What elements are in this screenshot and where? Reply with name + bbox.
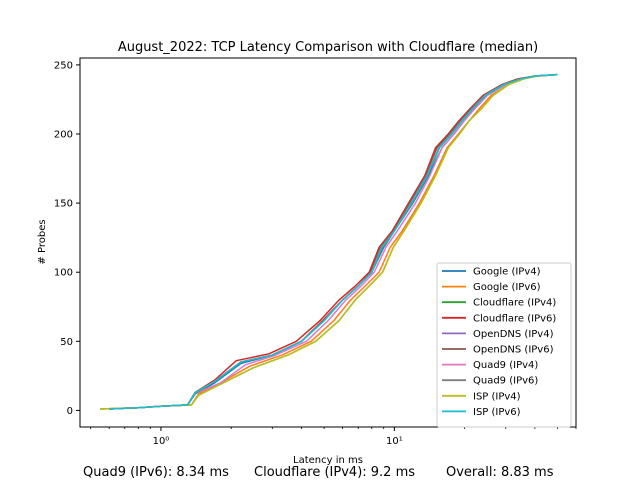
footer-quad9-ipv6: Quad9 (IPv6): 8.34 ms <box>83 465 229 480</box>
y-tick-label: 0 <box>67 406 73 417</box>
y-tick-label: 250 <box>54 60 73 71</box>
footer-cloudflare-ipv4: Cloudflare (IPv4): 9.2 ms <box>254 465 416 480</box>
legend-label: Google (IPv6) <box>473 282 541 293</box>
x-tick-label: 10⁰ <box>153 436 170 447</box>
y-tick-label: 50 <box>60 337 73 348</box>
chart-title: August_2022: TCP Latency Comparison with… <box>118 40 538 55</box>
legend-label: ISP (IPv4) <box>473 391 521 402</box>
y-tick-label: 200 <box>54 130 73 141</box>
legend-label: Google (IPv4) <box>473 267 541 278</box>
x-axis-label: Latency in ms <box>293 455 363 466</box>
legend-label: Quad9 (IPv4) <box>473 360 538 371</box>
legend: Google (IPv4) Google (IPv6) Cloudflare (IP… <box>436 262 572 428</box>
legend-label: OpenDNS (IPv6) <box>473 345 554 356</box>
legend-label: Quad9 (IPv6) <box>473 376 538 387</box>
footer-overall: Overall: 8.83 ms <box>446 465 554 480</box>
y-axis-label: # Probes <box>37 219 48 264</box>
legend-label: Cloudflare (IPv6) <box>473 313 556 324</box>
y-tick-label: 150 <box>54 199 73 210</box>
legend-label: Cloudflare (IPv4) <box>473 298 556 309</box>
series-line-9 <box>109 73 558 410</box>
axes-layer: 0 50 100 150 200 250 10⁰ 10¹ <box>54 60 577 447</box>
legend-label: OpenDNS (IPv4) <box>473 329 554 340</box>
legend-label: ISP (IPv6) <box>473 407 521 418</box>
legend-box <box>436 262 572 428</box>
series-line-8 <box>100 73 558 410</box>
y-tick-label: 100 <box>54 268 73 279</box>
series-layer <box>100 73 558 410</box>
x-tick-label: 10¹ <box>386 436 403 447</box>
series-line-1 <box>100 73 558 410</box>
